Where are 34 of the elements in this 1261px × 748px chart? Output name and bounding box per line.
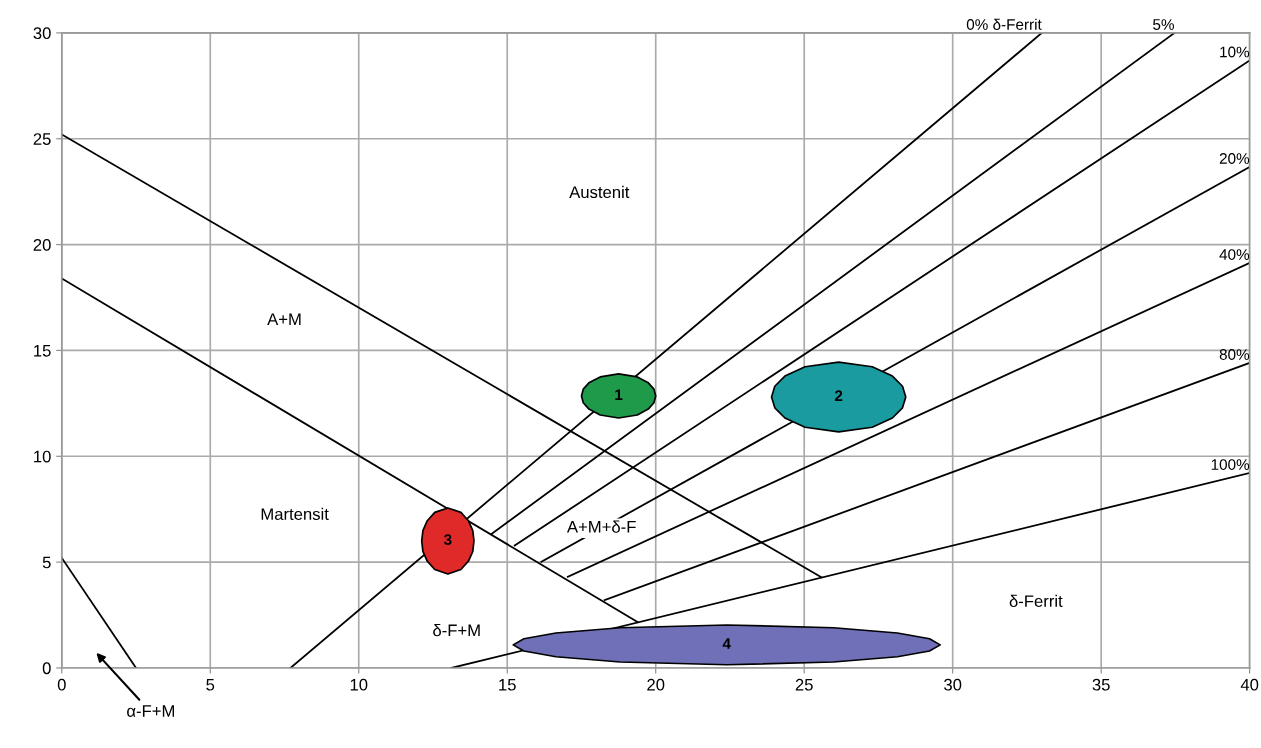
y-tick-label: 20 — [33, 239, 51, 251]
x-tick-label: 5 — [206, 678, 215, 691]
x-tick-label: 25 — [795, 678, 813, 691]
y-tick-label: 5 — [42, 556, 51, 569]
annotation: δ-F+M — [433, 624, 480, 637]
x-tick-label: 20 — [647, 678, 665, 691]
x-tick-label: 40 — [1240, 678, 1259, 691]
annotation: A+M+δ-F — [566, 520, 636, 533]
y-tick-label: 10 — [34, 450, 51, 463]
y-tick-label: 0 — [42, 662, 51, 675]
series-label: 80% — [1219, 349, 1250, 360]
series-label: 3 — [443, 534, 452, 546]
annotation: δ-Ferrit — [1009, 594, 1063, 608]
y-tick-label: 30 — [33, 27, 51, 40]
series-label: 20% — [1219, 153, 1250, 164]
x-tick-label: 10 — [350, 678, 368, 691]
x-tick-label: 30 — [944, 678, 962, 691]
series-label: 100% — [1211, 459, 1250, 470]
x-tick-label: 0 — [57, 678, 66, 691]
series-label: 2 — [834, 390, 843, 401]
series-label: 10% — [1220, 46, 1250, 58]
series-label: 4 — [722, 638, 731, 649]
annotation: Martensit — [261, 507, 329, 521]
series-label: 5% — [1153, 19, 1174, 30]
series-label: 40% — [1219, 249, 1250, 260]
y-tick-label: 15 — [34, 345, 51, 357]
text: α-F+M — [127, 705, 174, 717]
annotation: Austenit — [569, 185, 630, 199]
x-tick-label: 35 — [1092, 678, 1110, 691]
annotation: A+M — [267, 313, 301, 325]
x-tick-label: 15 — [499, 678, 516, 691]
series-label: 0% δ-Ferrit — [966, 18, 1042, 30]
series-label: 1 — [615, 389, 623, 400]
y-tick-label: 25 — [33, 133, 51, 145]
